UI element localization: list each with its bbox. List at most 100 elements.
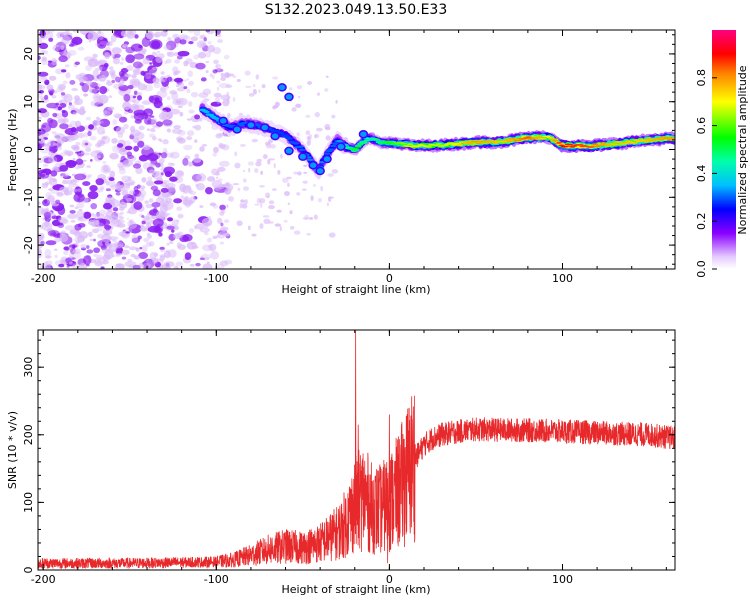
noise-blob [165,111,173,119]
noise-blob [128,246,137,251]
noise-blob [150,117,158,124]
noise-blob [115,185,126,191]
ridge-blob [284,92,294,102]
noise-blob [106,243,113,249]
y-tick-label: 0 [22,567,35,574]
noise-blob [211,74,216,80]
noise-blob [48,75,57,81]
noise-blob [72,179,77,183]
noise-blob [207,245,212,248]
noise-blob [60,45,65,51]
ridge-segment [425,145,433,148]
noise-blob [160,71,165,75]
noise-blob [219,241,224,245]
noise-blob [273,162,276,169]
noise-blob [279,225,282,232]
ridge-segment [616,141,624,143]
noise-blob [186,241,198,250]
ridge-segment [485,141,493,144]
noise-blob [75,240,81,244]
noise-blob [188,41,194,45]
noise-blob [104,250,115,260]
noise-blob [158,232,163,237]
ridge-segment [296,145,304,149]
noise-blob [216,80,221,84]
ridge-segment [535,135,543,138]
noise-blob [83,211,92,219]
noise-blob [75,141,81,146]
noise-blob [326,202,329,207]
noise-blob [108,95,113,99]
noise-blob [124,261,137,268]
noise-blob [177,50,190,57]
noise-blob [53,154,63,162]
noise-blob [96,222,105,232]
noise-blob [247,161,255,166]
noise-blob [58,55,68,63]
noise-blob [280,153,283,159]
noise-blob [88,39,92,43]
ridge-segment [456,144,464,146]
noise-blob [38,89,45,94]
noise-blob [188,80,194,86]
noise-blob [41,182,49,186]
noise-blob [205,30,210,33]
ridge-segment [406,143,414,146]
noise-blob [182,79,187,82]
noise-blob [157,50,160,53]
noise-blob [60,69,67,73]
noise-blob [89,185,98,192]
noise-blob [41,56,47,62]
noise-blob [38,137,46,144]
noise-blob [135,247,141,253]
noise-blob [138,251,148,260]
noise-blob [59,186,70,192]
noise-blob [209,202,217,207]
noise-blob [186,78,190,81]
noise-blob [166,152,174,158]
ridge-segment [400,142,408,145]
noise-blob [87,131,92,137]
noise-blob [44,199,48,204]
noise-blob [240,199,246,203]
noise-blob [91,88,100,94]
noise-blob [218,142,224,149]
noise-blob [173,77,184,83]
noise-blob [133,105,139,110]
noise-blob [118,70,125,77]
noise-blob [141,37,151,48]
noise-blob [127,176,132,181]
noise-blob [68,250,81,260]
noise-blob [113,241,124,249]
noise-blob [189,263,195,267]
ridge-segment [666,139,674,141]
noise-blob [85,80,93,86]
ridge-blob [218,116,228,126]
noise-blob [66,135,72,140]
ridge-segment [274,129,281,133]
noise-blob [145,203,153,209]
noise-blob [267,158,271,165]
noise-blob [95,142,102,148]
noise-blob [103,110,108,114]
noise-blob [224,190,230,195]
noise-blob [128,190,136,196]
noise-blob [227,73,235,77]
noise-blob [176,55,183,60]
noise-blob [133,145,140,152]
noise-blob [86,165,91,168]
noise-blob [130,129,141,137]
noise-blob [65,160,77,169]
noise-blob [143,108,154,117]
noise-blob [61,179,68,185]
noise-blob [43,94,49,100]
ridge-segment [363,139,370,142]
noise-blob [219,204,226,211]
noise-blob [183,86,188,90]
noise-blob [118,148,128,156]
noise-blob [139,185,146,190]
noise-blob [194,180,198,183]
ridge-blob [284,146,294,156]
snr-y-axis-label: SNR (10 * v/v) [6,411,19,489]
colorbar-bar [712,30,736,269]
